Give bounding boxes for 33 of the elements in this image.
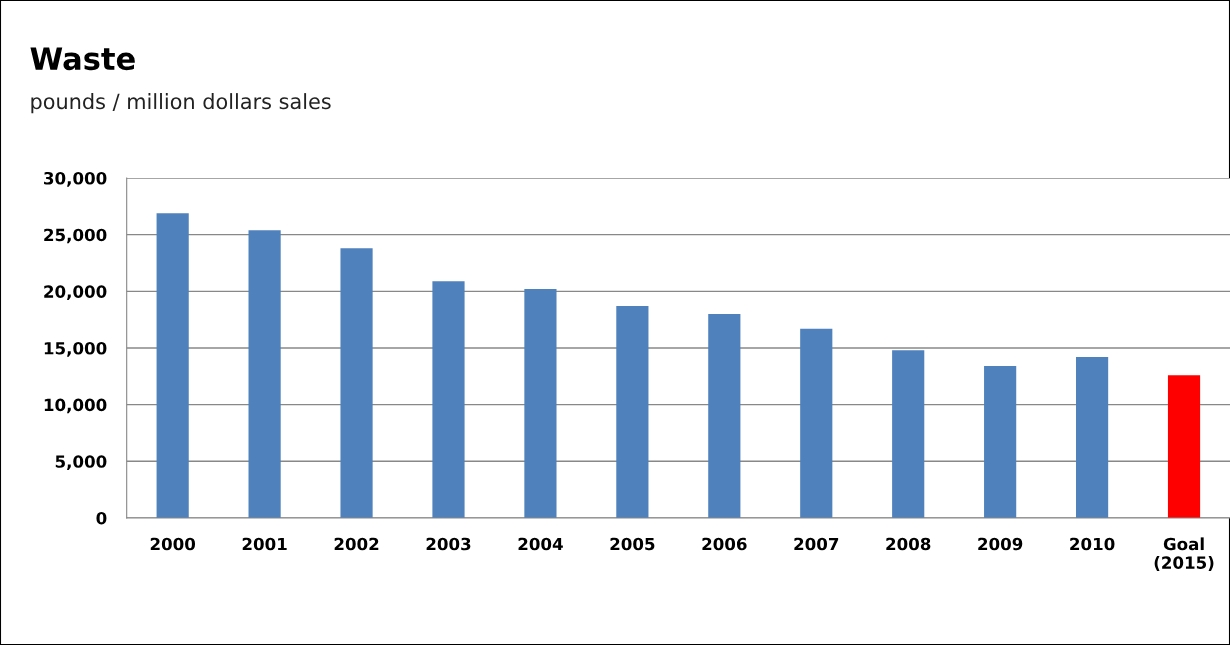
x-tick-label: Goal (2015) <box>1154 537 1214 571</box>
bar <box>616 306 649 518</box>
x-tick-label: 2002 <box>334 537 379 551</box>
bar <box>984 366 1017 518</box>
bar <box>1076 357 1109 518</box>
y-tick-label: 15,000 <box>44 341 107 357</box>
y-tick-label: 25,000 <box>44 228 107 244</box>
y-tick-label: 20,000 <box>44 285 107 301</box>
bar <box>524 289 557 518</box>
bar <box>432 281 465 518</box>
y-tick-label: 10,000 <box>44 398 107 414</box>
bar <box>708 313 741 518</box>
bar <box>800 328 833 518</box>
bar <box>892 350 925 518</box>
x-tick-label: 2007 <box>794 537 839 551</box>
chart-subtitle: pounds / million dollars sales <box>31 93 331 114</box>
x-tick-label: 2003 <box>426 537 471 551</box>
x-tick-label: 2005 <box>610 537 655 551</box>
x-tick-label: 2004 <box>518 537 563 551</box>
chart-title: Waste <box>30 47 135 71</box>
x-tick-label: 2009 <box>978 537 1023 551</box>
x-tick-label: 2008 <box>886 537 931 551</box>
bar <box>1167 375 1201 518</box>
x-tick-label: 2010 <box>1070 537 1115 551</box>
bar <box>340 248 373 518</box>
y-tick-label: 30,000 <box>44 171 107 187</box>
x-tick-label: 2001 <box>242 537 287 551</box>
y-tick-label: 5,000 <box>55 455 107 470</box>
y-tick-label: 0 <box>96 511 107 525</box>
bar <box>156 213 189 518</box>
bar <box>248 230 281 518</box>
x-tick-label: 2000 <box>150 537 196 551</box>
x-tick-label: 2006 <box>702 537 747 551</box>
